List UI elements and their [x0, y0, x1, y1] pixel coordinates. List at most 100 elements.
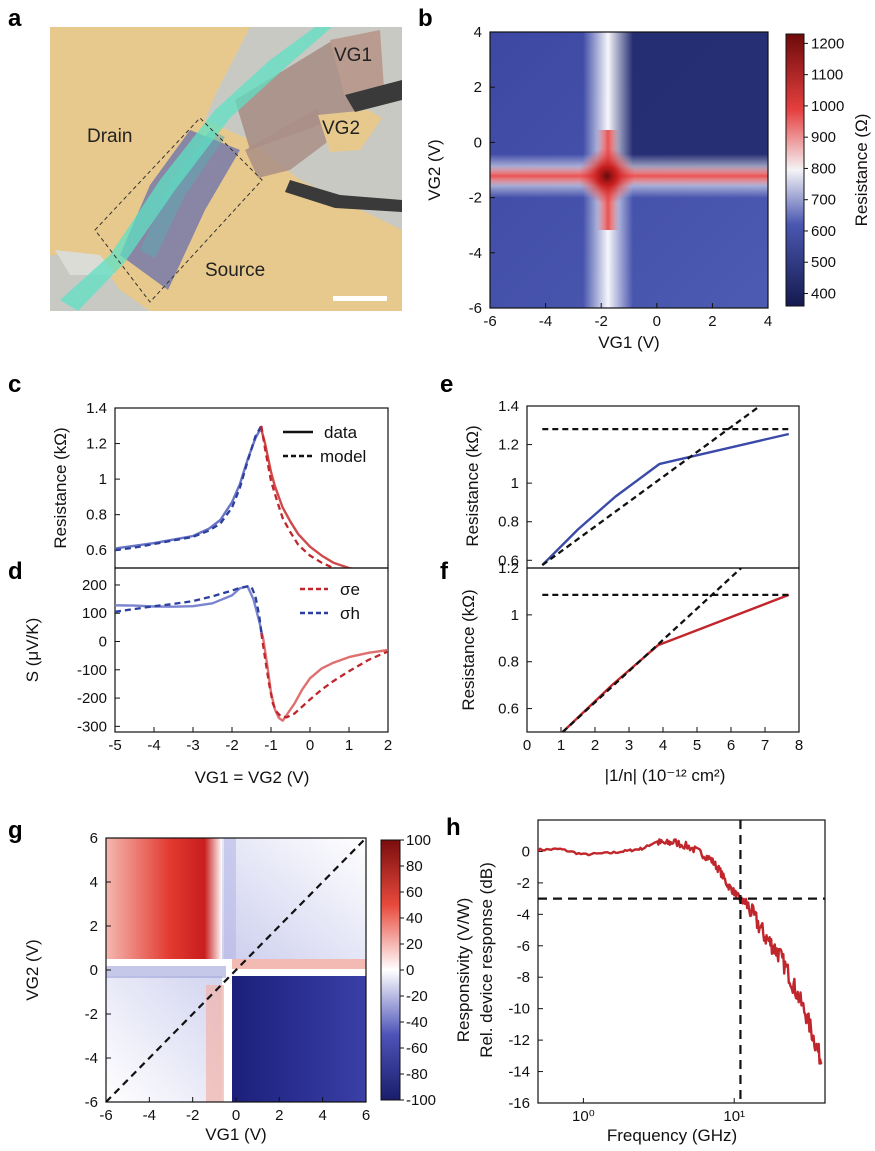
g-xtick-label-2: -2 — [186, 1107, 199, 1124]
panel-b: -6 -4 -2 0 2 4 -6 -4 -2 0 2 4 VG1 (V) VG2 (V) 400 50… — [425, 24, 871, 352]
b-cbtick-label-7: 1100 — [811, 67, 843, 84]
f-xtick-label-8: 8 — [795, 737, 803, 754]
d-xtick-label-5: 0 — [306, 737, 314, 754]
g-ytick-label-2: -2 — [85, 1006, 98, 1023]
channel-highlight — [140, 130, 225, 258]
c-series-model-hole — [115, 425, 263, 552]
b-xtick-label-0: -6 — [483, 313, 496, 330]
d-ytick-label-5: 200 — [82, 577, 107, 594]
panel-label-a: a — [8, 5, 22, 32]
panel-label-h: h — [446, 814, 461, 841]
e-ytick-label-0: 0.6 — [498, 552, 519, 569]
h-ytick-label-3: -6 — [517, 938, 530, 955]
b-xtick-label-3: 0 — [653, 313, 661, 330]
heatmap-g-pink-strip — [206, 985, 224, 1102]
lines-e — [541, 406, 790, 567]
d-series-model-electron — [260, 632, 388, 719]
panel-label-e: e — [440, 371, 453, 398]
vg1-label: VG1 — [334, 45, 372, 66]
e-ytick-label-3: 1.2 — [498, 437, 519, 454]
heatmap-g-positive-quadrant — [106, 838, 222, 959]
d-xtick-label-7: 2 — [384, 737, 392, 754]
c-series-data-hole — [115, 428, 263, 550]
f-xtick-label-3: 3 — [625, 737, 633, 754]
f-xtick-label-1: 1 — [557, 737, 565, 754]
f-series-linear-fit — [561, 568, 742, 732]
d-series-data-electron — [262, 638, 388, 722]
g-ytick-label-1: -4 — [85, 1050, 98, 1067]
f-ytick-label-1: 0.8 — [498, 654, 519, 671]
heatmap-dark-quadrant — [610, 32, 768, 172]
g-ytick-label-4: 2 — [90, 918, 98, 935]
ylabel-f: Resistance (kΩ) — [459, 589, 478, 710]
legend-d: σe σh — [300, 580, 360, 623]
g-xtick-label-1: -4 — [143, 1107, 156, 1124]
lines-f — [542, 568, 790, 732]
d-ytick-label-1: -200 — [77, 690, 107, 707]
drain-label: Drain — [87, 126, 132, 147]
b-cbtick-label-4: 800 — [811, 160, 836, 177]
vg2-label: VG2 — [322, 118, 360, 139]
g-ytick-label-0: -6 — [85, 1094, 98, 1111]
heatmap-g-lavender-strip — [224, 838, 236, 959]
heatmap-g-red-streak — [232, 959, 366, 969]
f-xtick-label-5: 5 — [693, 737, 701, 754]
colorbar-label-b: Resistance (Ω) — [852, 114, 871, 227]
g-xtick-label-3: 0 — [232, 1107, 240, 1124]
f-xtick-label-4: 4 — [659, 737, 667, 754]
b-xtick-label-4: 2 — [708, 313, 716, 330]
plot-frame-b — [489, 31, 769, 309]
b-ytick-label-1: -4 — [469, 245, 482, 262]
e-ytick-label-4: 1.4 — [498, 398, 519, 415]
g-ytick-label-5: 4 — [90, 874, 98, 891]
ylabel-g: VG2 (V) — [23, 939, 42, 1000]
ylabel-b: VG2 (V) — [425, 139, 444, 200]
device-micrograph: Drain Source VG1 VG2 — [50, 27, 402, 311]
c-series-model-electron — [260, 425, 339, 568]
xlabel-f: |1/n| (10⁻¹² cm²) — [605, 766, 726, 785]
ticks-c: 0.6 0.8 1 1.2 1.4 — [86, 400, 120, 559]
ticks-f: 0 1 2 3 4 5 6 7 8 0.6 0.8 1 1.2 — [498, 560, 803, 754]
panel-label-g: g — [8, 817, 23, 844]
e-ytick-label-1: 0.8 — [498, 514, 519, 531]
c-ytick-label-4: 1.4 — [86, 400, 107, 417]
h-ytick-label-1: -2 — [517, 875, 530, 892]
xlabel-d: VG1 = VG2 (V) — [195, 768, 310, 787]
g-cbtick-label-1: 80 — [406, 858, 423, 875]
lines-c — [115, 425, 356, 568]
b-cbtick-label-0: 400 — [811, 285, 836, 302]
g-cbtick-label-8: -60 — [406, 1040, 428, 1057]
d-ytick-label-2: -100 — [77, 662, 107, 679]
h-ytick-label-5: -10 — [508, 1001, 530, 1018]
g-cbtick-label-0: 100 — [406, 832, 431, 849]
g-cbtick-label-3: 40 — [406, 910, 423, 927]
d-ytick-label-4: 100 — [82, 605, 107, 622]
panel-label-b: b — [418, 5, 433, 32]
gate-vg2 — [245, 108, 330, 178]
d-ytick-label-0: -300 — [77, 718, 107, 735]
g-cbtick-label-2: 60 — [406, 884, 423, 901]
g-ytick-label-6: 6 — [90, 830, 98, 847]
b-ytick-label-5: 4 — [474, 24, 482, 41]
g-cbtick-label-7: -40 — [406, 1014, 428, 1031]
h-ytick-label-4: -8 — [517, 969, 530, 986]
panel-labels: a b c d e f g h — [8, 5, 461, 844]
panel-label-d: d — [8, 558, 23, 585]
d-xtick-label-6: 1 — [345, 737, 353, 754]
g-xtick-label-6: 6 — [362, 1107, 370, 1124]
b-xtick-label-5: 4 — [764, 313, 772, 330]
plot-frame-h — [537, 819, 826, 1104]
g-xtick-label-4: 2 — [275, 1107, 283, 1124]
h-ytick-label-7: -14 — [508, 1064, 530, 1081]
ylabel-e: Resistance (kΩ) — [463, 425, 482, 546]
g-xtick-label-0: -6 — [99, 1107, 112, 1124]
d-xtick-label-0: -5 — [108, 737, 121, 754]
colorbar-b — [785, 33, 805, 307]
b-ytick-label-4: 2 — [474, 79, 482, 96]
plot-frame-f — [526, 567, 800, 733]
d-xtick-label-4: -1 — [264, 737, 277, 754]
ticks-h: 10⁰ 10¹ 0 -2 -4 -6 -8 -10 -12 -14 -16 — [508, 843, 745, 1125]
legend-data-label: data — [324, 423, 358, 442]
g-cbtick-label-5: 0 — [406, 962, 414, 979]
